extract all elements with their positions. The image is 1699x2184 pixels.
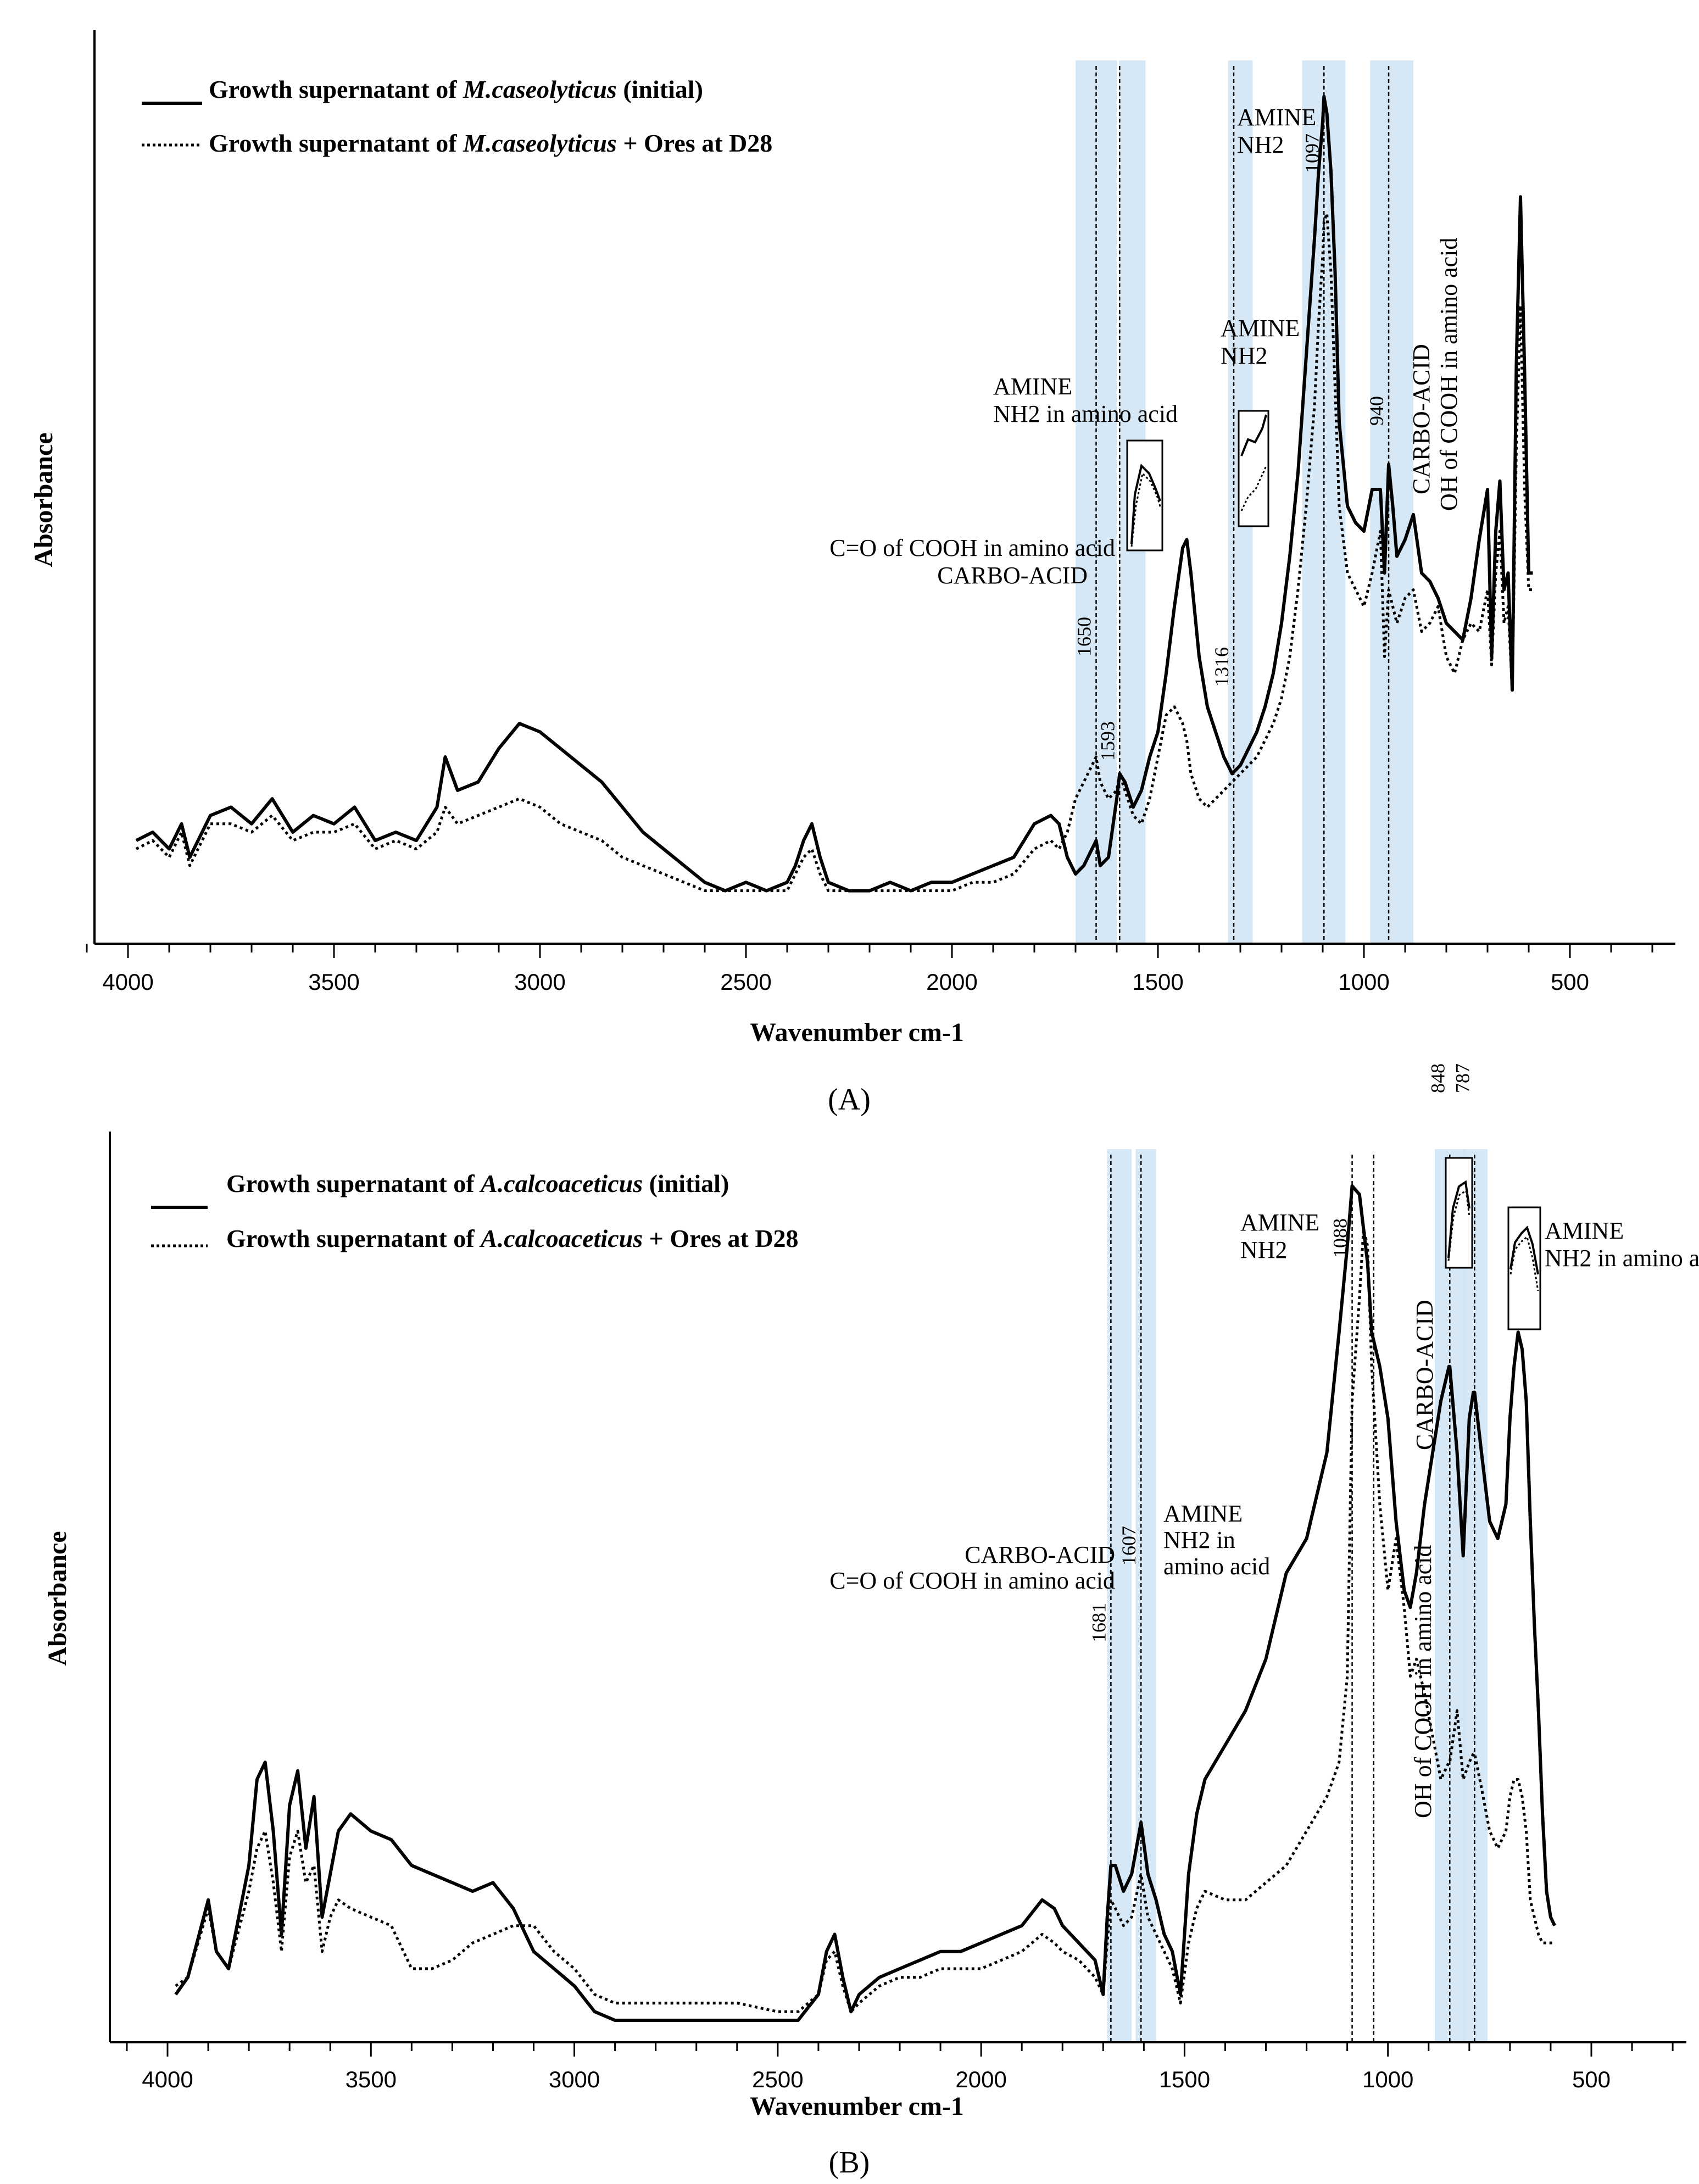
legend-label-ores: Growth supernatant of M.caseolyticus + O…: [209, 129, 772, 157]
x-tick-label: 3500: [308, 969, 359, 995]
annotation-amine-1316: AMINE: [1221, 315, 1300, 342]
panel-label: (B): [829, 2146, 870, 2180]
wavenumber-label: 1650: [1073, 617, 1095, 656]
x-tick-label: 4000: [142, 2066, 193, 2092]
annotation-carbo-acid-oh: CARBO-ACID: [1408, 344, 1435, 494]
x-axis-label: Wavenumber cm-1: [750, 1018, 964, 1047]
legend-label-initial: Growth supernatant of M.caseolyticus (in…: [209, 75, 703, 103]
annotation-amine-1593: AMINE: [993, 373, 1072, 400]
annotation-amine-1607: AMINE: [1163, 1500, 1243, 1527]
wavenumber-label: 848: [1427, 1063, 1449, 1093]
annotation-nh2-1097: NH2: [1237, 131, 1284, 158]
inset-box-1316: [1238, 410, 1269, 527]
annotation-nh2-amino-acid: NH2 in amino acid: [993, 400, 1178, 427]
y-axis-label: Absorbance: [43, 1531, 72, 1665]
annotation-amine-1088: AMINE: [1240, 1209, 1319, 1236]
x-tick-label: 3000: [514, 969, 565, 995]
y-axis-label: Absorbance: [29, 432, 58, 567]
wavenumber-label: 1593: [1096, 721, 1118, 761]
annotation-amine-1097: AMINE: [1237, 104, 1316, 131]
x-tick-label: 1500: [1132, 969, 1183, 995]
legend: Growth supernatant of M.caseolyticus (in…: [142, 75, 772, 157]
annotation-oh-cooh: OH of COOH in amino acid: [1435, 238, 1462, 511]
inset-box-amine: [1507, 1206, 1541, 1330]
annotation-carbo-acid-oh: CARBO-ACID: [1411, 1300, 1438, 1450]
wavenumber-label: 1316: [1211, 647, 1233, 687]
wavenumber-label: 940: [1366, 396, 1388, 426]
x-tick-label: 2500: [720, 969, 771, 995]
annotation-nh2-1316: NH2: [1221, 342, 1268, 369]
x-axis-label: Wavenumber cm-1: [750, 2092, 964, 2121]
series-line-ores: [135, 212, 1533, 893]
legend-label-initial: Growth supernatant of A.calcoaceticus (i…: [226, 1169, 729, 1197]
x-tick-label: 1000: [1362, 2066, 1413, 2092]
x-tick-label: 3500: [346, 2066, 397, 2092]
annotation-nh2-1088: NH2: [1240, 1236, 1288, 1263]
series-line-initial: [174, 1184, 1557, 2022]
x-tick-label: 2000: [955, 2066, 1006, 2092]
x-tick-label: 4000: [102, 969, 153, 995]
x-tick-label: 1500: [1159, 2066, 1210, 2092]
annotation-nh2-amino-inset: NH2 in amino acid: [1545, 1245, 1699, 1272]
highlight-band: [1463, 1149, 1488, 2042]
annotation-carbo-acid-co: C=O of COOH in amino acid: [829, 534, 1115, 561]
wavenumber-label: 787: [1451, 1063, 1473, 1093]
panel-label: (A): [828, 1083, 871, 1117]
annotation-carbo-acid: CARBO-ACID: [937, 562, 1088, 589]
x-ticks: 4000 3500 3000 2500 2000 1500 1000 500: [86, 944, 1653, 995]
x-tick-label: 3000: [549, 2066, 600, 2092]
wavenumber-label: 1607: [1118, 1526, 1140, 1565]
annotation-nh2-in: NH2 in: [1163, 1526, 1235, 1553]
x-tick-label: 1000: [1338, 969, 1389, 995]
spectra-series: [135, 94, 1533, 893]
legend: Growth supernatant of A.calcoaceticus (i…: [151, 1169, 799, 1252]
x-tick-label: 2000: [926, 969, 977, 995]
x-tick-label: 2500: [752, 2066, 803, 2092]
series-line-initial: [135, 94, 1533, 893]
annotation-co-cooh: C=O of COOH in amino acid: [829, 1567, 1115, 1594]
inset-box-848: [1445, 1157, 1473, 1269]
annotation-carbo-acid: CARBO-ACID: [965, 1541, 1115, 1568]
inset-box-1593: [1126, 439, 1163, 551]
x-tick-label: 500: [1551, 969, 1589, 995]
legend-label-ores: Growth supernatant of A.calcoaceticus + …: [226, 1224, 799, 1252]
series-line-ores: [175, 1227, 1555, 2013]
annotation-amino-acid: amino acid: [1163, 1553, 1270, 1580]
annotation-oh-cooh: OH of COOH in amino acid: [1410, 1545, 1436, 1818]
x-tick-label: 500: [1572, 2066, 1611, 2092]
wavenumber-label: 1681: [1088, 1603, 1110, 1642]
x-ticks: 4000 3500 3000 2500 2000 1500 1000 500: [126, 2042, 1674, 2092]
annotation-amine-inset: AMINE: [1545, 1217, 1624, 1244]
spectra-series: [174, 1184, 1557, 2022]
